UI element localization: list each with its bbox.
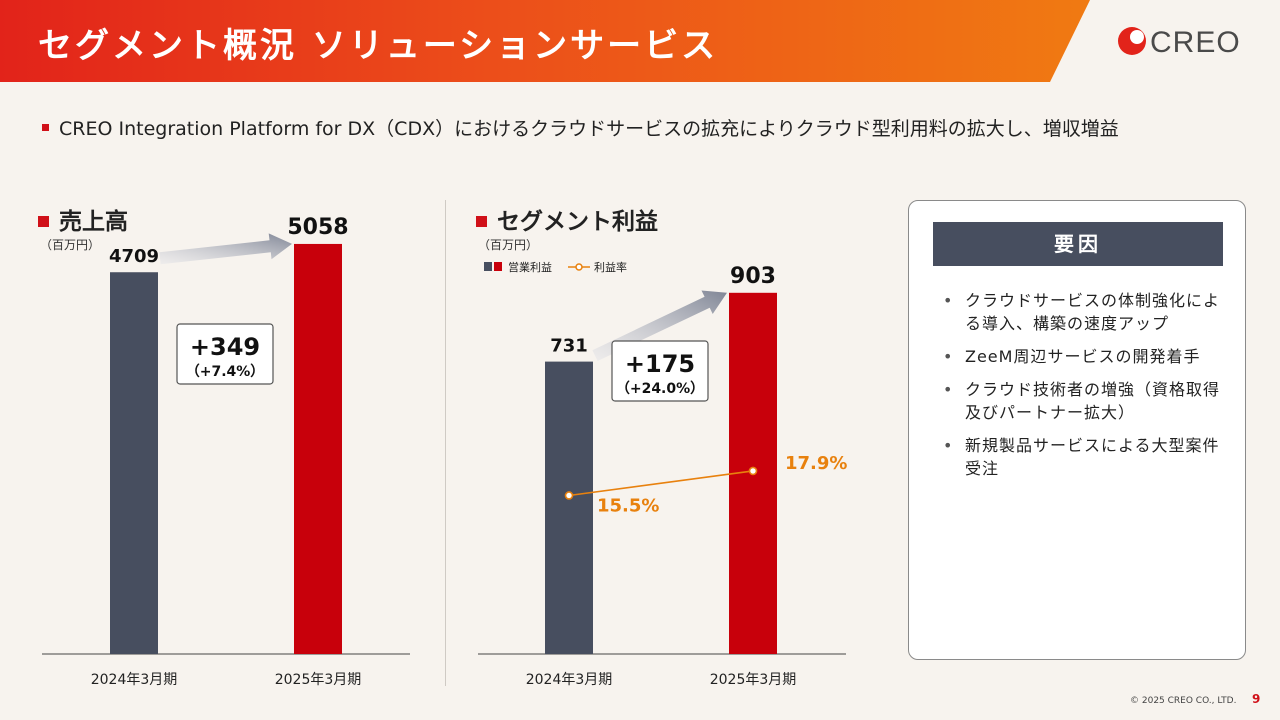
margin-value-label: 15.5% <box>597 495 659 516</box>
page-title: セグメント概況 ソリューションサービス <box>38 26 719 66</box>
bullet-square-icon <box>38 216 49 227</box>
profit-category-label: 2024年3月期 <box>526 672 613 688</box>
profit-change-amount: +175 <box>625 350 695 378</box>
profit-chart-title: セグメント利益 <box>476 202 658 236</box>
logo-text: CREO <box>1150 26 1241 59</box>
legend-line-label: 利益率 <box>594 260 627 274</box>
profit-bar <box>545 361 593 654</box>
profit-change-percent: （+24.0%） <box>616 381 704 397</box>
lead-text-content: CREO Integration Platform for DX（CDX）におけ… <box>59 118 1119 140</box>
lead-text: CREO Integration Platform for DX（CDX）におけ… <box>42 114 1119 141</box>
profit-change-box <box>611 340 709 402</box>
sales-bar <box>294 243 342 654</box>
sales-change-box <box>176 323 274 385</box>
chart-divider <box>445 200 446 686</box>
profit-value-label: 731 <box>550 336 588 357</box>
bullet-square-icon <box>42 124 49 131</box>
profit-value-label: 903 <box>730 264 776 289</box>
profit-unit-label: （百万円） <box>478 238 539 252</box>
bullet-square-icon <box>476 216 487 227</box>
factor-item: クラウド技術者の増強（資格取得及びパートナー拡大） <box>937 378 1227 424</box>
factor-item: ZeeM周辺サービスの開発着手 <box>937 345 1227 368</box>
factors-list: クラウドサービスの体制強化による導入、構築の速度アップ ZeeM周辺サービスの開… <box>937 289 1227 490</box>
factor-item: クラウドサービスの体制強化による導入、構築の速度アップ <box>937 289 1227 335</box>
margin-point <box>748 466 758 476</box>
profit-chart-title-text: セグメント利益 <box>497 209 658 235</box>
margin-line <box>568 470 754 497</box>
margin-value-label: 17.9% <box>785 453 847 474</box>
page-number: 9 <box>1252 692 1261 706</box>
sales-unit-label: （百万円） <box>40 238 101 252</box>
profit-category-label: 2025年3月期 <box>710 672 797 688</box>
factor-item: 新規製品サービスによる大型案件受注 <box>937 434 1227 480</box>
legend-bar-swatch-icon <box>494 262 502 271</box>
legend-line-marker-icon <box>575 263 583 271</box>
sales-category-label: 2024年3月期 <box>91 672 178 688</box>
creo-logo-icon <box>1118 27 1146 55</box>
sales-chart-title: 売上高 <box>38 202 128 236</box>
copyright: © 2025 CREO CO., LTD. <box>1130 696 1237 706</box>
sales-change-amount: +349 <box>190 333 260 361</box>
margin-point <box>564 491 574 500</box>
legend-bar-label: 営業利益 <box>508 260 552 274</box>
legend-bar-swatch-icon <box>484 262 492 271</box>
sales-value-label: 5058 <box>287 215 348 240</box>
sales-change-percent: （+7.4%） <box>186 364 265 380</box>
sales-bar <box>110 272 158 654</box>
header-band <box>0 0 1090 82</box>
factors-panel: 要因 クラウドサービスの体制強化による導入、構築の速度アップ ZeeM周辺サービ… <box>908 200 1246 660</box>
sales-value-label: 4709 <box>109 246 159 267</box>
factors-title: 要因 <box>933 222 1223 266</box>
sales-category-label: 2025年3月期 <box>275 672 362 688</box>
sales-chart-title-text: 売上高 <box>59 209 128 235</box>
sales-growth-arrow-icon <box>159 233 292 265</box>
